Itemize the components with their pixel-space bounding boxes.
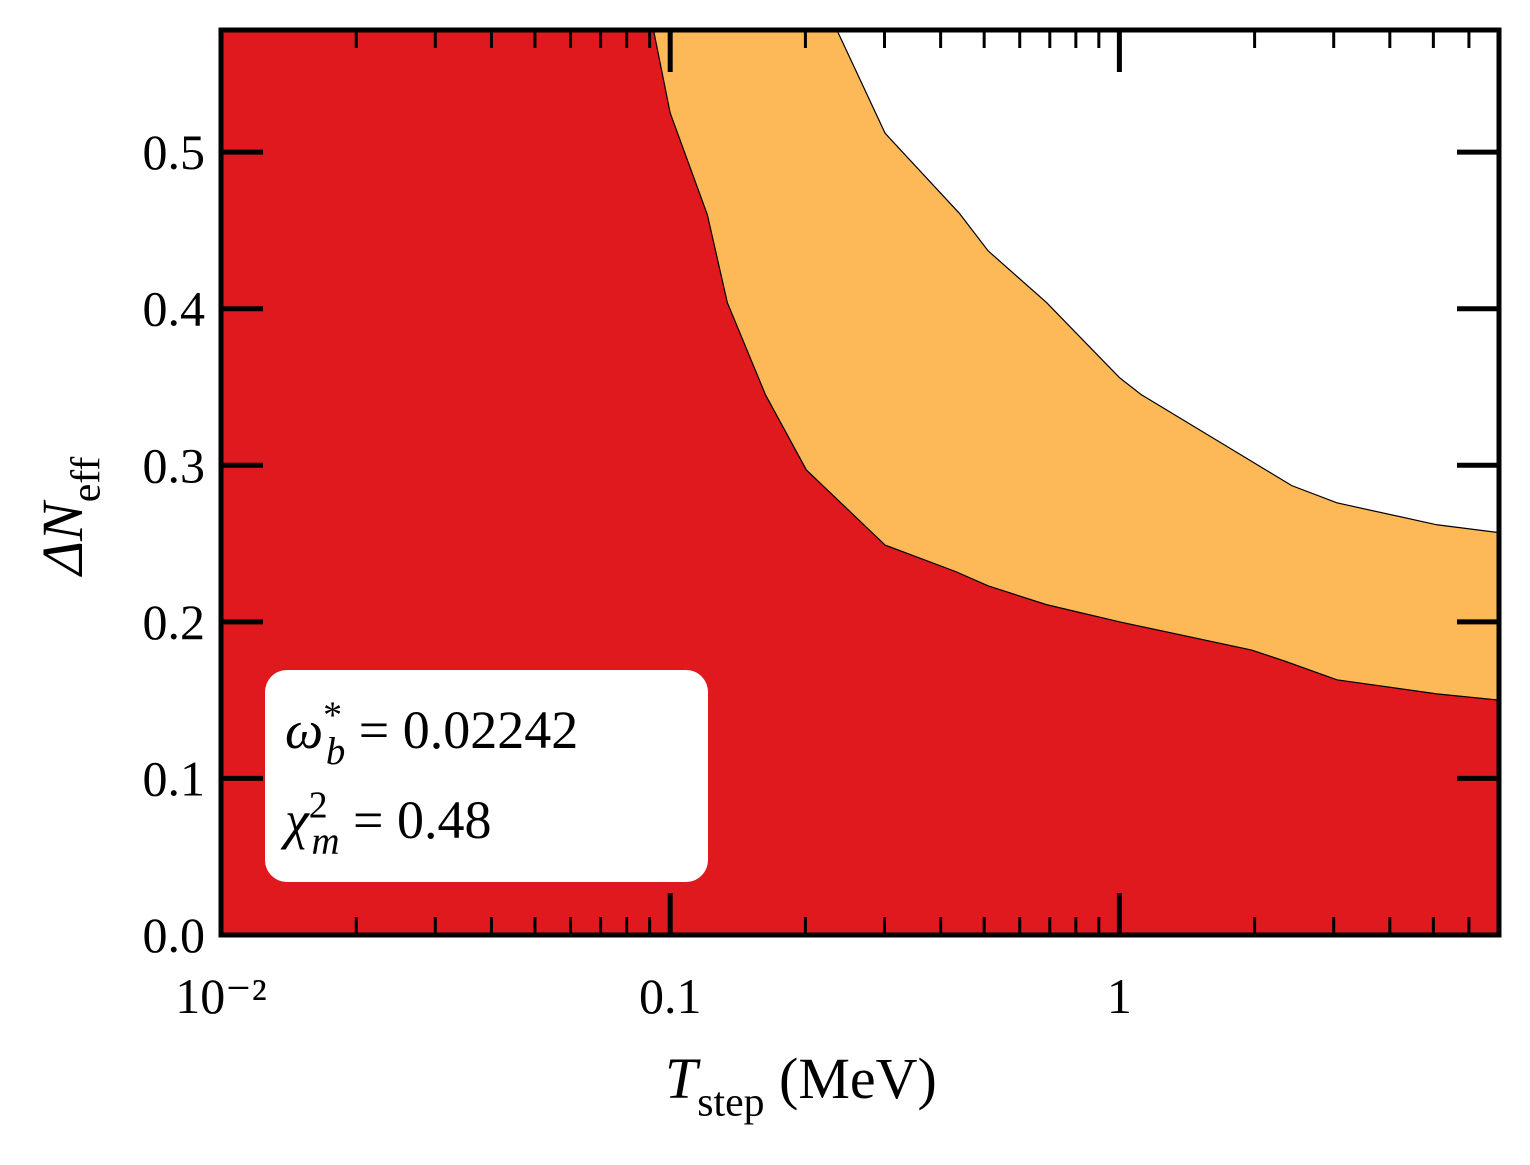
label-text: = 0.48 — [353, 790, 491, 850]
symbol: T — [665, 1046, 701, 1111]
x-tick-label: 1 — [1107, 968, 1132, 1024]
x-tick-label: 10⁻² — [175, 968, 266, 1024]
y-tick-label: 0.2 — [143, 594, 206, 650]
x-tick-label: 0.1 — [639, 968, 702, 1024]
y-tick-label: 0.5 — [143, 124, 206, 180]
y-tick-label: 0.0 — [143, 907, 206, 963]
subscript: eff — [63, 457, 109, 503]
symbol: ΔN — [30, 499, 95, 577]
subscript: b — [326, 730, 345, 773]
label-text: = 0.02242 — [359, 700, 578, 760]
y-tick-label: 0.3 — [143, 437, 206, 493]
y-axis-label: ΔNeff — [30, 457, 109, 577]
symbol: ω — [285, 700, 323, 760]
frame — [218, 27, 1502, 938]
label-text: (MeV) — [779, 1046, 937, 1111]
y-tick-label: 0.4 — [143, 281, 206, 337]
y-tick-label: 0.1 — [143, 750, 206, 806]
ticks — [218, 30, 1501, 938]
superscript: * — [323, 694, 342, 736]
annotation: ω* b = 0.02242 — [285, 694, 578, 773]
subscript: m — [311, 820, 339, 863]
annotation-box — [265, 670, 708, 882]
superscript: 2 — [309, 784, 328, 826]
x-axis-label: Tstep (MeV) — [665, 1046, 937, 1125]
boundary-line — [836, 29, 1500, 534]
subscript: step — [697, 1079, 764, 1125]
symbol: χ — [280, 790, 310, 850]
annotation: χ2 m = 0.48 — [280, 784, 492, 863]
boundary-line — [652, 29, 1500, 701]
